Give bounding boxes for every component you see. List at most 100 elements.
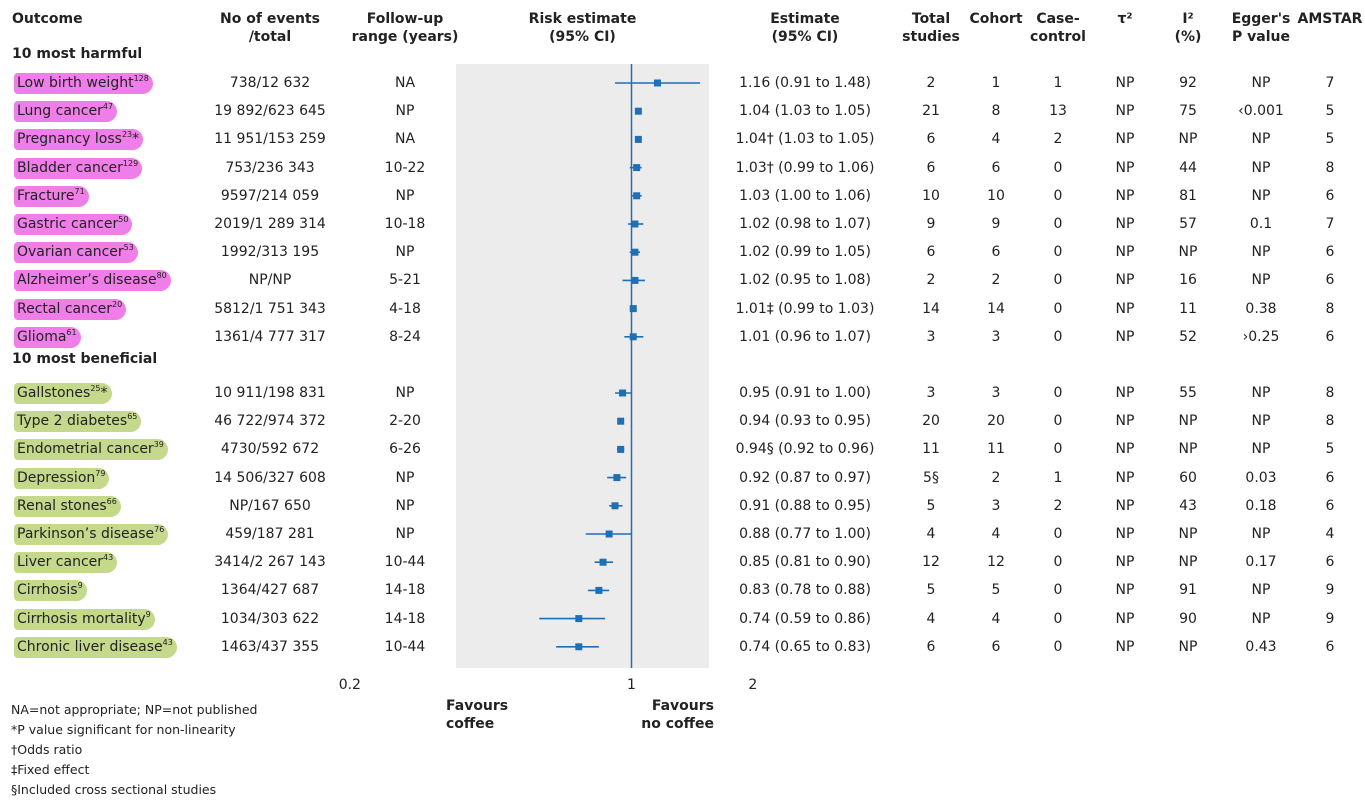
outcome-name: Gallstones	[17, 385, 91, 401]
header-estimate: Estimate (95% CI)	[725, 10, 885, 46]
events-cell: 4730/592 672	[220, 441, 320, 458]
table-row: Chronic liver disease43 1463/437 355 10-44…	[0, 634, 1365, 660]
cohort-cell: 4	[991, 131, 1001, 148]
favours-coffee-label: Favours coffee	[446, 697, 508, 733]
tau2-cell: NP	[1115, 638, 1135, 655]
i2-cell: NP	[1178, 131, 1198, 148]
i2-cell: 60	[1179, 469, 1197, 486]
favours-coffee-line2: coffee	[446, 716, 495, 732]
amstar-cell: 7	[1325, 216, 1335, 232]
estimate-marker	[619, 389, 627, 397]
estimate-cell: 1.16 (0.91 to 1.48)	[739, 75, 871, 91]
followup-cell: 5-21	[389, 272, 421, 289]
i2-cell: NP	[1178, 638, 1198, 655]
estimate-marker	[631, 276, 639, 284]
egger-cell: 0.43	[1245, 638, 1277, 655]
amstar-cell: 8	[1325, 385, 1335, 401]
outcome-label: Rectal cancer20	[14, 298, 127, 320]
casecontrol-cell: 0	[1053, 554, 1063, 571]
header-events-line1: No of events	[220, 11, 320, 27]
tau2-cell: NP	[1115, 526, 1135, 542]
header-i2-line1: I²	[1182, 11, 1194, 27]
tau2-cell: NP	[1115, 187, 1135, 204]
estimate-cell: 1.04† (1.03 to 1.05)	[735, 131, 875, 148]
estimate-cell: 1.02 (0.99 to 1.05)	[739, 244, 871, 261]
table-row: Bladder cancer129 753/236 343 10-22 1.03† (…	[0, 155, 1365, 181]
casecontrol-cell: 0	[1053, 610, 1063, 627]
egger-cell: NP	[1251, 159, 1271, 176]
events-cell: 14 506/327 608	[214, 469, 326, 486]
amstar-cell: 8	[1325, 159, 1335, 176]
header-amstar: AMSTAR	[1294, 10, 1365, 28]
estimate-marker	[631, 248, 639, 256]
estimate-cell: 1.01 (0.96 to 1.07)	[739, 328, 871, 345]
header-followup-line2: range (years)	[351, 29, 459, 45]
amstar-cell: 8	[1325, 413, 1335, 430]
table-row: Pregnancy loss23* 11 951/153 259 NA 1.04† (…	[0, 126, 1365, 152]
cohort-cell: 8	[991, 103, 1001, 120]
casecontrol-cell: 0	[1053, 244, 1063, 261]
casecontrol-cell: 0	[1053, 159, 1063, 176]
outcome-label: Endometrial cancer39	[14, 439, 168, 461]
footnote: *P value significant for non-linearity	[11, 722, 236, 737]
footnote: ‡Fixed effect	[11, 762, 90, 777]
header-total: Total studies	[898, 10, 964, 46]
footnote: NA=not appropriate; NP=not published	[11, 702, 258, 717]
reference-number: 23	[121, 130, 133, 140]
outcome-name: Liver cancer	[17, 554, 104, 571]
amstar-cell: 6	[1325, 554, 1335, 571]
amstar-cell: 6	[1325, 638, 1335, 655]
estimate-marker	[617, 445, 625, 453]
followup-cell: NP	[395, 526, 415, 542]
header-outcome-text: Outcome	[12, 11, 83, 27]
reference-number: 61	[66, 327, 77, 337]
total-studies-cell: 5	[926, 497, 936, 514]
total-studies-cell: 12	[922, 554, 940, 571]
outcome-name: Type 2 diabetes	[17, 413, 128, 430]
cohort-cell: 3	[991, 497, 1001, 514]
total-studies-cell: 4	[926, 526, 936, 542]
total-studies-cell: 6	[926, 131, 936, 148]
amstar-cell: 6	[1325, 469, 1335, 486]
plot-background	[456, 64, 709, 668]
cohort-cell: 1	[991, 75, 1001, 91]
estimate-marker	[613, 474, 621, 482]
header-estimate-line1: Estimate	[770, 11, 840, 27]
outcome-mark: *	[100, 385, 108, 401]
outcome-name: Renal stones	[17, 497, 107, 514]
followup-cell: NA	[394, 131, 416, 148]
followup-cell: 10-44	[384, 554, 426, 571]
outcome-name: Chronic liver disease	[17, 638, 163, 655]
reference-number: 66	[106, 496, 117, 506]
estimate-marker	[629, 305, 637, 313]
table-row: Fracture71 9597/214 059 NP 1.03 (1.00 to 1.…	[0, 183, 1365, 209]
outcome-label: Glioma61	[14, 326, 81, 348]
estimate-marker	[634, 135, 642, 143]
outcome-name: Cirrhosis mortality	[17, 610, 146, 627]
total-studies-cell: 6	[926, 159, 936, 176]
estimate-cell: 1.03 (1.00 to 1.06)	[739, 187, 871, 204]
followup-cell: 6-26	[389, 441, 421, 458]
followup-cell: NP	[395, 244, 415, 261]
outcome-label: Parkinson’s disease76	[14, 524, 169, 545]
estimate-cell: 0.85 (0.81 to 0.90)	[739, 554, 871, 571]
followup-cell: NP	[395, 103, 415, 120]
casecontrol-cell: 0	[1053, 582, 1063, 599]
estimate-marker	[599, 558, 607, 566]
total-studies-cell: 3	[926, 385, 936, 401]
total-studies-cell: 14	[922, 300, 940, 317]
header-outcome: Outcome	[12, 10, 83, 28]
i2-cell: 92	[1179, 75, 1197, 91]
events-cell: 5812/1 751 343	[214, 300, 326, 317]
reference-number: 50	[118, 215, 129, 224]
tau2-cell: NP	[1115, 469, 1135, 486]
estimate-marker	[631, 220, 639, 228]
table-row: Type 2 diabetes65 46 722/974 372 2-20 0.94 …	[0, 408, 1365, 434]
reference-number: 65	[127, 412, 138, 422]
casecontrol-cell: 0	[1053, 187, 1063, 204]
amstar-cell: 6	[1325, 497, 1335, 514]
header-risk-line2: (95% CI)	[549, 29, 616, 45]
estimate-marker	[605, 530, 613, 538]
egger-cell: ›0.25	[1242, 328, 1280, 345]
